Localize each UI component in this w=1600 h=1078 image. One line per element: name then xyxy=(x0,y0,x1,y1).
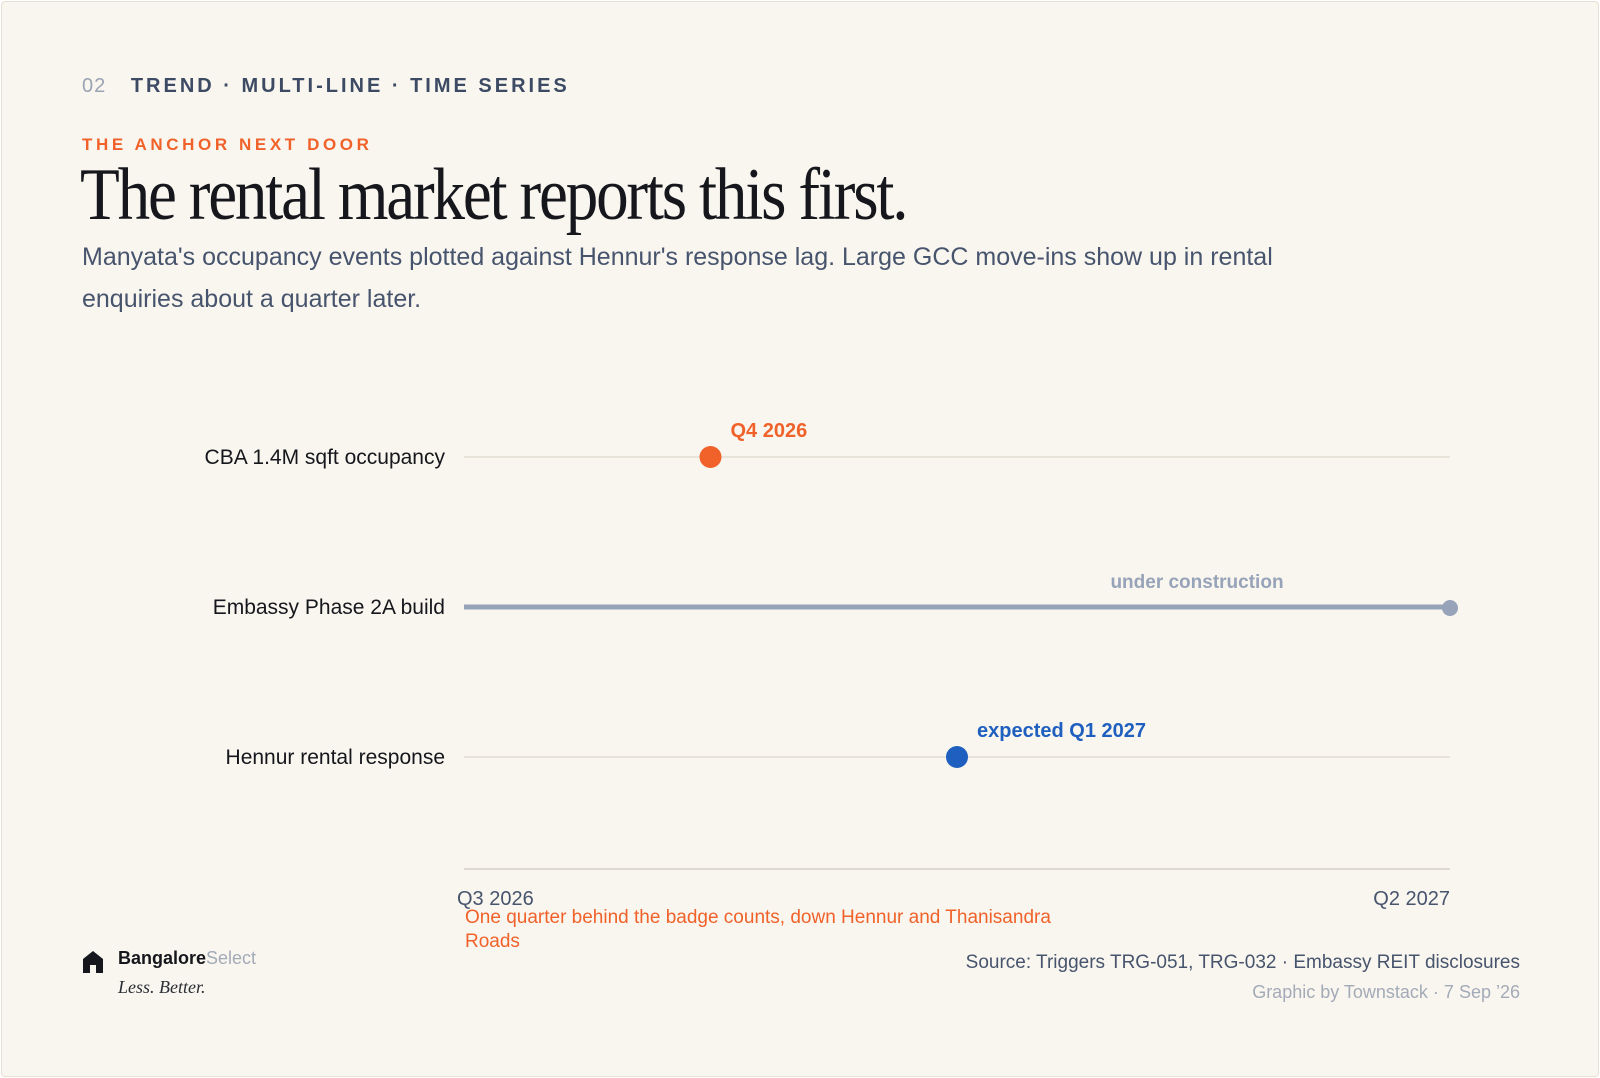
span-end-point xyxy=(1442,600,1458,616)
credit-line: Graphic by Townstack · 7 Sep ’26 xyxy=(1252,982,1520,1002)
event-annotation: expected Q1 2027 xyxy=(977,720,1146,742)
source-line: Source: Triggers TRG-051, TRG-032 · Emba… xyxy=(965,952,1520,973)
headline: The rental market reports this first. xyxy=(80,154,909,236)
section-kicker: 02 TREND · MULTI-LINE · TIME SERIES xyxy=(82,75,570,98)
brand-wordmark: BangaloreSelect xyxy=(118,948,256,969)
event-point xyxy=(946,746,968,768)
dek: Manyata's occupancy events plotted again… xyxy=(82,243,1273,313)
x-tick-label: Q2 2027 xyxy=(1373,888,1450,910)
event-point xyxy=(699,446,722,468)
brand-tagline: Less. Better. xyxy=(118,977,206,997)
span-annotation: under construction xyxy=(1110,572,1283,593)
x-tick-label: Q3 2026 xyxy=(457,888,534,910)
chart-note: One quarter behind the badge counts, dow… xyxy=(465,907,1051,952)
row-label: Hennur rental response xyxy=(226,746,445,769)
brand-primary: Bangalore xyxy=(118,948,207,968)
section-label: TREND · MULTI-LINE · TIME SERIES xyxy=(130,75,570,97)
brand-secondary: Select xyxy=(206,948,257,968)
section-number: 02 xyxy=(82,75,107,97)
row-label: CBA 1.4M sqft occupancy xyxy=(205,446,446,469)
house-icon xyxy=(83,951,103,973)
row-label: Embassy Phase 2A build xyxy=(213,596,445,619)
event-annotation: Q4 2026 xyxy=(731,420,808,442)
eyebrow: THE ANCHOR NEXT DOOR xyxy=(82,135,373,154)
